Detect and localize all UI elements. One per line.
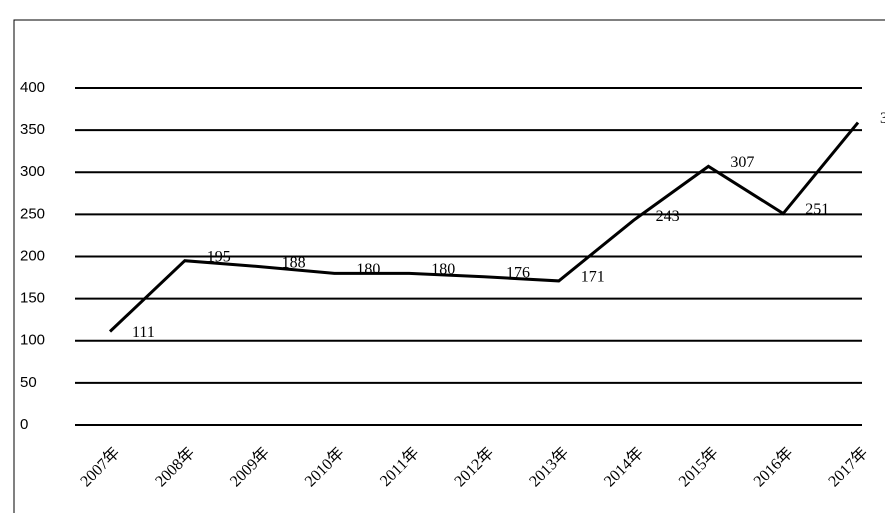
- data-label: 176: [506, 264, 530, 281]
- x-tick-label: 2007年: [77, 444, 124, 491]
- x-tick-label: 2017年: [825, 444, 872, 491]
- x-tick-label: 2015年: [675, 444, 722, 491]
- y-tick-label: 250: [20, 205, 45, 222]
- y-tick-label: 50: [20, 374, 37, 391]
- data-label: 180: [431, 261, 455, 278]
- x-tick-label: 2016年: [750, 444, 797, 491]
- data-label: 251: [805, 201, 829, 218]
- y-tick-label: 350: [20, 121, 45, 138]
- line-series: [108, 121, 860, 333]
- chart-frame: [13, 19, 885, 513]
- data-label: 111: [132, 324, 155, 341]
- y-tick-label: 400: [20, 79, 45, 96]
- x-tick-label: 2012年: [451, 444, 498, 491]
- y-tick-label: 0: [20, 416, 28, 433]
- x-tick-label: 2010年: [301, 444, 348, 491]
- y-tick-label: 200: [20, 247, 45, 264]
- data-label: 307: [730, 154, 754, 171]
- x-tick-label: 2014年: [600, 444, 647, 491]
- y-tick-label: 150: [20, 290, 45, 307]
- x-tick-label: 2013年: [526, 444, 573, 491]
- data-label: 243: [656, 208, 680, 225]
- x-tick-label: 2008年: [152, 444, 199, 491]
- x-tick-label: 2011年: [376, 444, 422, 490]
- data-label: 195: [207, 248, 231, 265]
- y-tick-label: 100: [20, 332, 45, 349]
- data-label: 188: [282, 254, 306, 271]
- data-label: 171: [581, 269, 605, 286]
- x-tick-label: 2009年: [226, 444, 273, 491]
- data-label: 359: [880, 110, 885, 127]
- data-label: 180: [356, 261, 380, 278]
- y-tick-label: 300: [20, 163, 45, 180]
